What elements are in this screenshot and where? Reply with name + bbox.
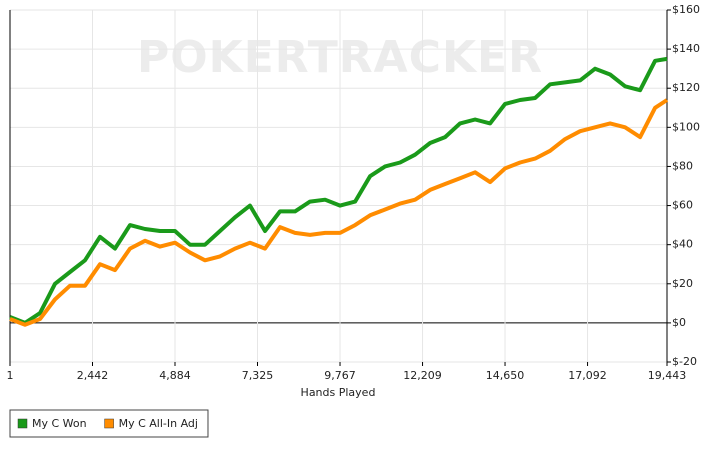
series-line <box>9 98 669 327</box>
x-axis-label: Hands Played <box>301 386 376 399</box>
y-tick-label: $80 <box>672 159 693 172</box>
x-tick-label: 2,442 <box>77 369 109 382</box>
y-tick-label: $40 <box>672 238 693 251</box>
x-tick-label: 1 <box>7 369 14 382</box>
y-tick-label: $120 <box>672 81 700 94</box>
watermark: POKERTRACKER <box>137 32 543 83</box>
y-tick-label: $100 <box>672 120 700 133</box>
y-tick-label: $60 <box>672 199 693 212</box>
legend-label: My C All-In Adj <box>119 417 198 430</box>
y-tick-label: $-20 <box>672 355 697 368</box>
y-tick-label: $20 <box>672 277 693 290</box>
series-line <box>9 56 668 325</box>
x-tick-label: 17,092 <box>568 369 607 382</box>
x-tick-label: 12,209 <box>403 369 442 382</box>
y-tick-label: $0 <box>672 316 686 329</box>
y-tick-label: $140 <box>672 42 700 55</box>
legend-swatch <box>104 418 114 429</box>
x-tick-label: 14,650 <box>486 369 525 382</box>
legend-swatch <box>17 418 28 429</box>
x-tick-label: 19,443 <box>648 369 687 382</box>
x-tick-label: 7,325 <box>242 369 274 382</box>
y-tick-label: $160 <box>672 3 700 16</box>
x-tick-label: 4,884 <box>159 369 191 382</box>
x-tick-label: 9,767 <box>324 369 356 382</box>
legend: My C Won My C All-In Adj <box>9 409 209 438</box>
legend-label: My C Won <box>32 417 87 430</box>
plot-area <box>10 10 667 362</box>
